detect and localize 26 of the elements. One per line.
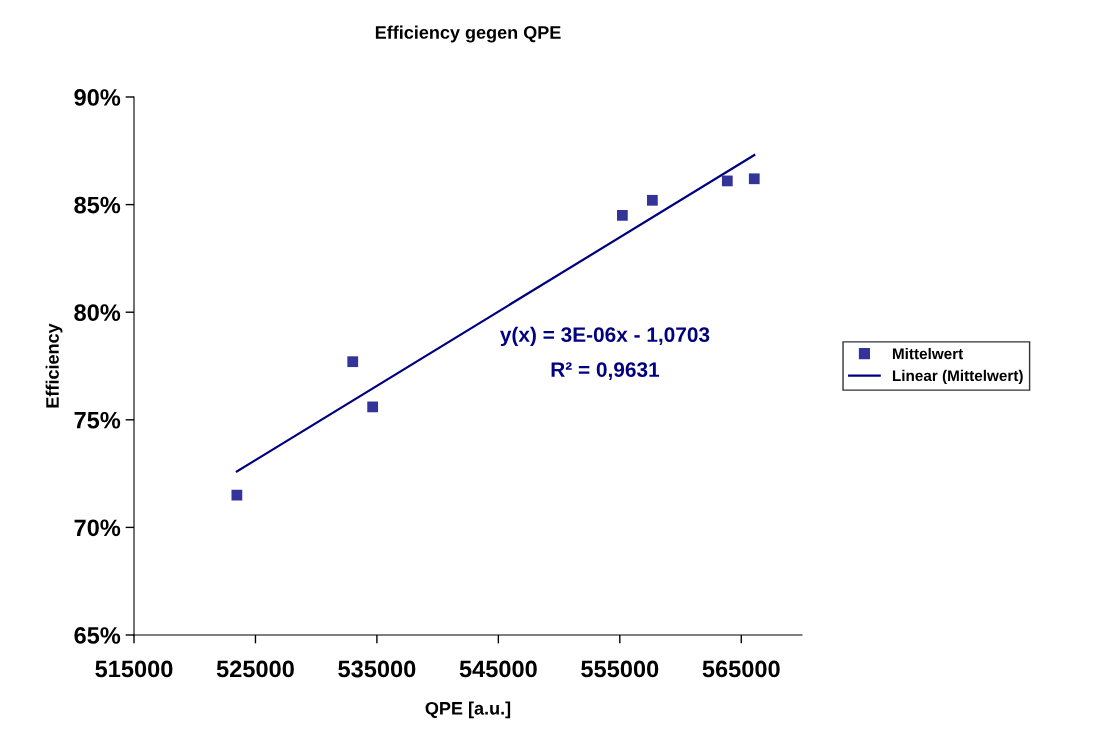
y-tick-label: 85% [74,196,121,214]
point [367,401,379,413]
y-tick-label: 90% [74,89,121,106]
y-tick-label: 80% [74,304,121,321]
y-axis-title: Efficiency [45,323,63,408]
chart-title: Efficiency gegen QPE [375,25,561,43]
point [347,356,359,368]
point [748,173,760,185]
y-tick-label: 70% [74,519,121,537]
y-tick-label: 65% [74,627,121,644]
x-axis-title: QPE [a.u.] [425,701,511,719]
annotation: R² = 0,9631 [551,362,660,380]
point [721,175,733,187]
x-tick-label: 555000 [581,660,659,678]
x-tick-label: 565000 [702,660,780,678]
x-tick-label: 545000 [459,660,537,678]
x-tick-label: 525000 [216,660,294,678]
y-tick-label: 75% [74,411,121,429]
x-tick-label: 515000 [95,660,173,678]
point [646,194,658,206]
legend-label: Mittelwert [892,347,964,360]
legend-label: Linear (Mittelwert) [892,369,1023,385]
point [616,209,628,221]
point [231,489,243,501]
x-tick-label: 535000 [338,660,416,678]
annotation: y(x) = 3E-06x - 1,0703 [500,326,710,347]
